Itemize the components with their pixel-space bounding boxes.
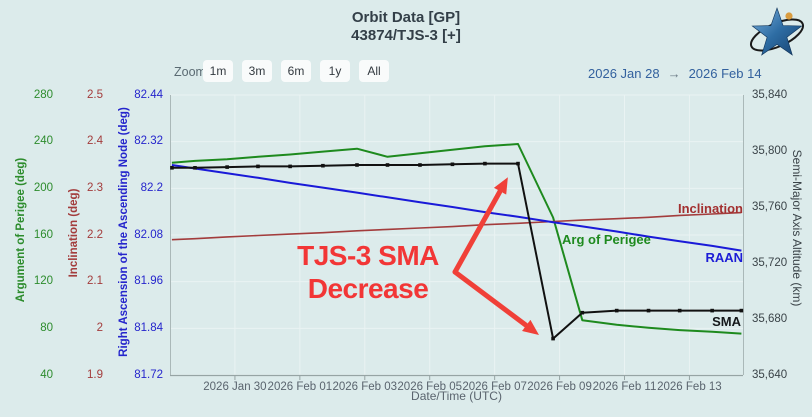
series-marker-sma <box>355 163 359 167</box>
range-to-date[interactable]: 2026 Feb 14 <box>688 66 762 81</box>
star-icon <box>751 7 803 56</box>
raan-tick-label: 82.2 <box>140 181 163 194</box>
incl-tick-label: 2.4 <box>87 135 103 148</box>
incl-tick-label: 2.2 <box>87 228 103 241</box>
celestrak-logo <box>749 7 805 56</box>
zoom-button-1y[interactable]: 1y <box>320 60 350 82</box>
argp-tick-label: 120 <box>33 275 53 288</box>
series-marker-sma <box>551 336 555 341</box>
raan-tick-label: 81.84 <box>134 321 163 334</box>
incl-tick-label: 1.9 <box>87 368 103 381</box>
series-label-arg-of-perigee: Arg of Perigee <box>562 232 651 247</box>
annotation-arrow-down <box>452 269 539 335</box>
x-tick-label: 2026 Feb 13 <box>657 381 722 393</box>
series-marker-sma <box>677 308 682 313</box>
incl-tick-label: 2 <box>96 321 103 334</box>
sma-decrease-annotation: TJS-3 SMA Decrease <box>262 239 474 305</box>
series-marker-sma <box>418 163 422 167</box>
sma-tick-label: 35,680 <box>752 312 788 325</box>
series-marker-sma <box>614 308 619 313</box>
incl-tick-label: 2.5 <box>87 88 103 101</box>
series-marker-sma <box>225 165 229 169</box>
incl-tick-label: 2.3 <box>87 181 103 194</box>
series-marker-sma <box>710 308 714 313</box>
series-marker-sma <box>170 166 174 170</box>
argp-tick-label: 280 <box>33 88 53 101</box>
raan-tick-label: 82.44 <box>134 88 163 101</box>
series-marker-sma <box>256 164 260 169</box>
series-label-sma: SMA <box>712 314 741 329</box>
zoom-label: Zoom <box>174 65 206 79</box>
annotation-line1: TJS-3 SMA <box>297 240 439 271</box>
zoom-button-all[interactable]: All <box>359 60 389 82</box>
series-marker-sma <box>516 161 520 166</box>
annotation-arrow-up <box>452 177 508 275</box>
zoom-button-group: 1m 3m 6m 1y All <box>203 60 389 82</box>
series-marker-sma <box>739 308 744 313</box>
series-line-argp <box>171 143 742 335</box>
raan-tick-label: 81.72 <box>134 368 163 381</box>
zoom-button-1m[interactable]: 1m <box>203 60 233 82</box>
x-tick-label: 2026 Feb 09 <box>527 381 592 393</box>
sma-axis-title: Semi-Major Axis Altitude (km) <box>790 149 804 307</box>
x-tick-label: 2026 Feb 03 <box>332 381 398 393</box>
annotation-line2: Decrease <box>307 273 429 304</box>
series-marker-sma <box>288 164 292 169</box>
range-arrow-icon: → <box>667 66 681 81</box>
sma-tick-label: 35,840 <box>752 88 788 101</box>
argp-tick-label: 160 <box>33 228 53 241</box>
raan-tick-label: 82.32 <box>134 135 163 148</box>
sma-tick-label: 35,760 <box>752 200 788 213</box>
series-marker-sma <box>193 166 197 170</box>
page-title: Orbit Data [GP] <box>351 9 461 26</box>
x-tick-label: 2026 Jan 30 <box>203 381 267 393</box>
argp-tick-label: 240 <box>33 135 53 148</box>
incl-tick-label: 2.1 <box>87 275 103 288</box>
zoom-button-3m[interactable]: 3m <box>242 60 272 82</box>
series-line-incl <box>171 211 742 241</box>
series-marker-sma <box>580 310 585 315</box>
sma-tick-label: 35,720 <box>752 256 788 269</box>
zoom-button-6m[interactable]: 6m <box>281 60 311 82</box>
x-tick-label: 2026 Feb 01 <box>267 381 333 393</box>
series-marker-sma <box>483 161 487 166</box>
argp-tick-label: 200 <box>33 181 53 194</box>
series-marker-sma <box>385 163 390 167</box>
range-from-date[interactable]: 2026 Jan 28 <box>588 66 660 81</box>
series-marker-sma <box>450 162 455 167</box>
x-tick-label: 2026 Feb 07 <box>462 381 527 393</box>
sma-tick-label: 35,800 <box>752 144 788 157</box>
series-marker-sma <box>321 163 325 168</box>
sma-tick-label: 35,640 <box>752 368 788 381</box>
series-marker-sma <box>646 308 651 313</box>
satellite-dot-icon <box>785 12 793 20</box>
x-tick-label: 2026 Feb 11 <box>592 381 657 393</box>
argp-tick-label: 40 <box>40 368 53 381</box>
argp-tick-label: 80 <box>40 321 53 334</box>
x-tick-label: 2026 Feb 05 <box>397 381 462 393</box>
series-label-inclination: Inclination <box>678 201 743 216</box>
x-axis-title: Date/Time (UTC) <box>411 389 502 403</box>
page-subtitle[interactable]: 43874/TJS-3 [+] <box>351 27 461 44</box>
raan-tick-label: 82.08 <box>134 228 163 241</box>
series-line-raan <box>171 164 742 252</box>
series-label-raan: RAAN <box>705 250 743 265</box>
raan-tick-label: 81.96 <box>134 275 163 288</box>
date-range-display: 2026 Jan 28 → 2026 Feb 14 <box>588 66 762 81</box>
